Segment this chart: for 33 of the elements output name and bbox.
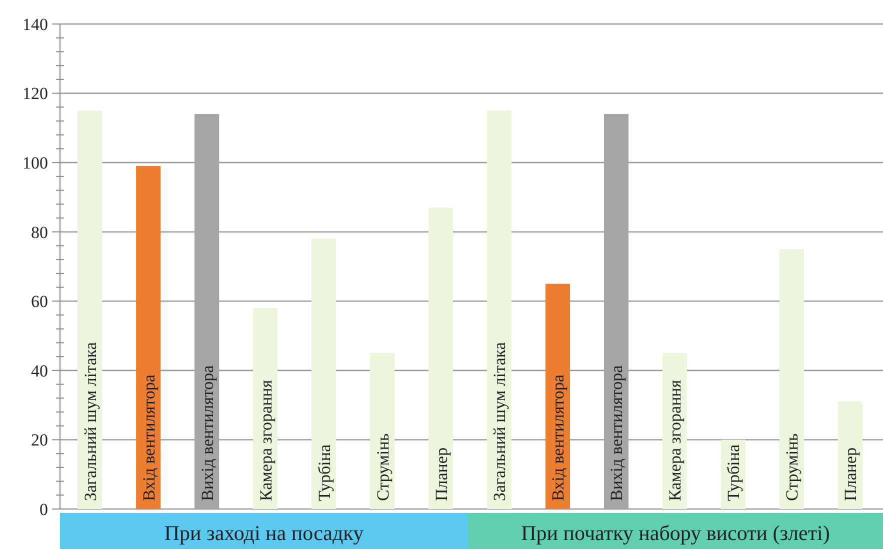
y-tick-label: 60 <box>31 292 48 312</box>
x-tick-label: Планер <box>841 448 860 501</box>
x-tick-label: Планер <box>432 448 451 501</box>
bar <box>312 238 336 509</box>
bar <box>838 402 862 509</box>
bar <box>779 249 804 509</box>
x-tick-label: Турбіна <box>724 444 744 501</box>
bar <box>545 284 570 509</box>
x-tick-label: Вхід вентилятора <box>548 374 568 501</box>
bar <box>370 353 395 509</box>
x-tick-label: Струмінь <box>373 433 392 501</box>
y-tick-label: 140 <box>22 14 48 34</box>
x-tick-label: Загальний шум літака <box>490 342 510 501</box>
x-tick-label: Загальний шум літака <box>80 342 100 501</box>
x-tick-label: Камера згорання <box>666 380 685 501</box>
x-tick-label: Вихід вентилятора <box>607 364 626 501</box>
bar <box>486 110 512 509</box>
y-tick-label: 120 <box>22 84 48 104</box>
x-tick-label: Камера згорання <box>256 380 276 501</box>
y-tick-label: 20 <box>31 430 48 450</box>
y-tick-label: 40 <box>31 361 48 380</box>
y-tick-label: 100 <box>22 154 48 173</box>
x-tick-label: Вхід вентилятора <box>139 374 158 501</box>
bar <box>428 208 454 509</box>
x-tick-label: Струмінь <box>782 433 802 501</box>
x-tick-label: Вихід вентилятора <box>198 364 217 501</box>
text: При заході на посадку <box>164 521 364 545</box>
text: При початку набору висоти (злеті) <box>521 521 830 545</box>
x-tick-label: Турбіна <box>314 444 334 501</box>
y-tick-label: 80 <box>31 222 48 242</box>
y-tick-label: 0 <box>40 500 48 519</box>
bar <box>136 166 161 509</box>
bar <box>78 110 102 509</box>
